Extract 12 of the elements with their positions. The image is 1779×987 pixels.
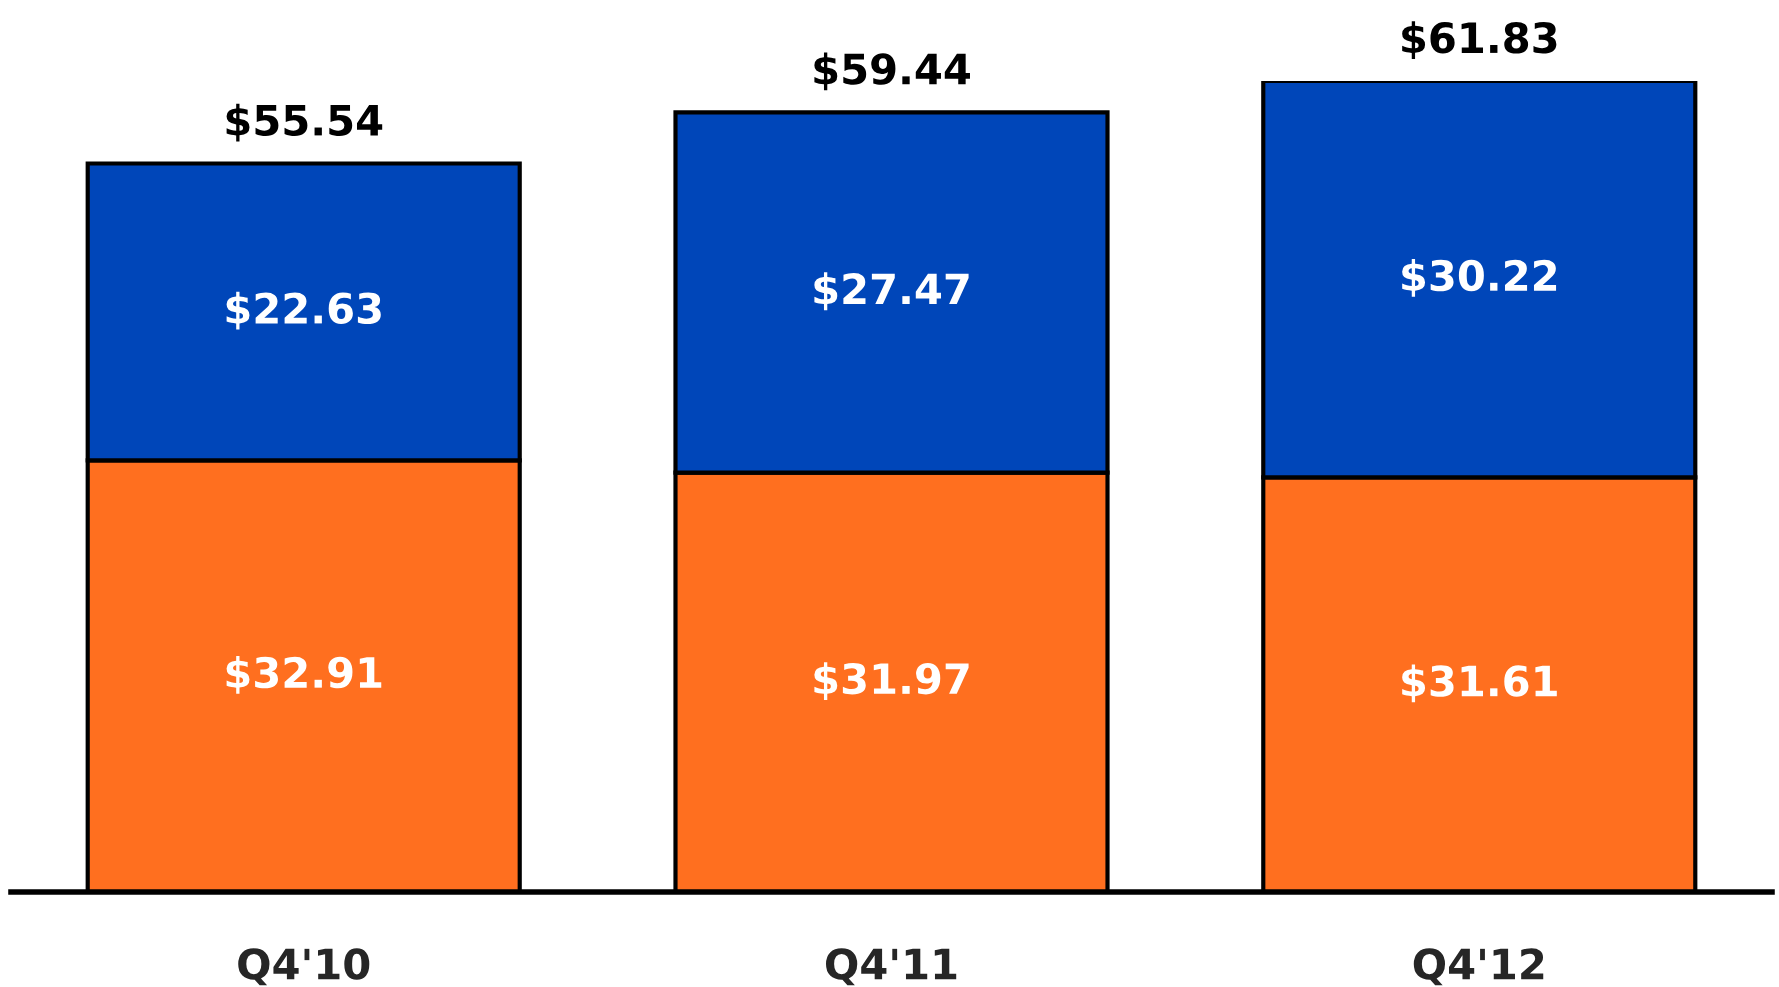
data-label: $27.47 <box>814 272 969 311</box>
data-label: $32.91 <box>226 656 382 694</box>
data-label: $22.63 <box>226 291 381 330</box>
total-label: $55.54 <box>226 103 383 142</box>
total-label: $61.83 <box>1402 21 1557 60</box>
x-tick-label: Q4'11 <box>826 948 957 986</box>
x-tick-label: Q4'12 <box>1413 948 1544 986</box>
data-label: $31.97 <box>814 662 969 700</box>
x-tick-label: Q4'10 <box>238 948 370 986</box>
total-label: $59.44 <box>814 52 970 91</box>
data-label: $30.22 <box>1402 259 1557 297</box>
data-label: $31.61 <box>1402 664 1557 703</box>
